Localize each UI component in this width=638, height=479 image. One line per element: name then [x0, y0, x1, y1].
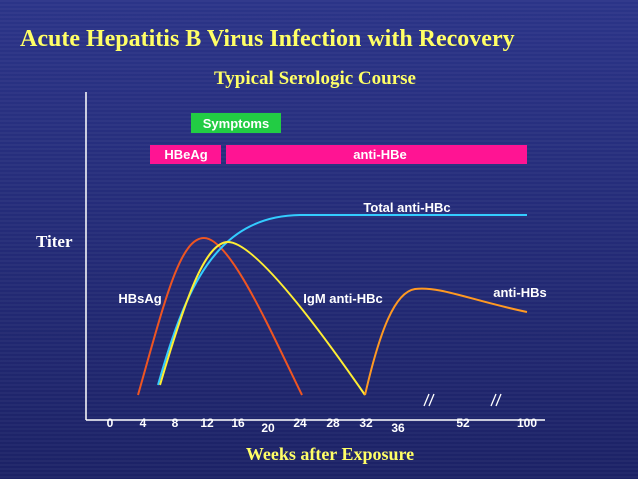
hbeag-label: HBeAg: [164, 147, 207, 162]
axis-breaks: [423, 393, 502, 407]
x-tick-label: 20: [261, 421, 275, 435]
title: Acute Hepatitis B Virus Infection with R…: [20, 26, 515, 52]
x-tick-label: 4: [140, 416, 147, 430]
x-tick-label: 100: [517, 416, 537, 430]
igm-anti-hbc-label: IgM anti-HBc: [303, 291, 382, 306]
symptoms-bar: [191, 113, 281, 133]
igm-anti-hbc-curve: [159, 240, 366, 396]
hbsag-curve: [137, 236, 303, 396]
x-tick-label: 12: [200, 416, 214, 430]
x-tick-label: 28: [326, 416, 340, 430]
y-axis-label: Titer: [36, 232, 73, 251]
x-tick-label: 32: [359, 416, 373, 430]
x-tick-label: 16: [231, 416, 245, 430]
hbeag-bar: [150, 145, 221, 164]
total-anti-hbc-curve: [157, 214, 527, 386]
anti-hbe-bar: [226, 145, 527, 164]
hbsag-label: HBsAg: [118, 291, 161, 306]
anti-hbs-label: anti-HBs: [493, 285, 546, 300]
x-tick-label: 0: [107, 416, 114, 430]
symptoms-label: Symptoms: [203, 116, 269, 131]
x-axis-label: Weeks after Exposure: [246, 444, 414, 464]
anti-hbe-label: anti-HBe: [353, 147, 406, 162]
x-tick-label: 24: [293, 416, 307, 430]
x-tick-label: 52: [456, 416, 470, 430]
x-tick-label: 36: [391, 421, 405, 435]
subtitle: Typical Serologic Course: [214, 68, 416, 89]
total-anti-hbc-label: Total anti-HBc: [363, 200, 450, 215]
x-tick-label: 8: [172, 416, 179, 430]
anti-hbs-curve: [364, 287, 528, 396]
x-ticks: 0 4 8 12 16 20 24 28 32 36 52 100: [107, 416, 538, 435]
